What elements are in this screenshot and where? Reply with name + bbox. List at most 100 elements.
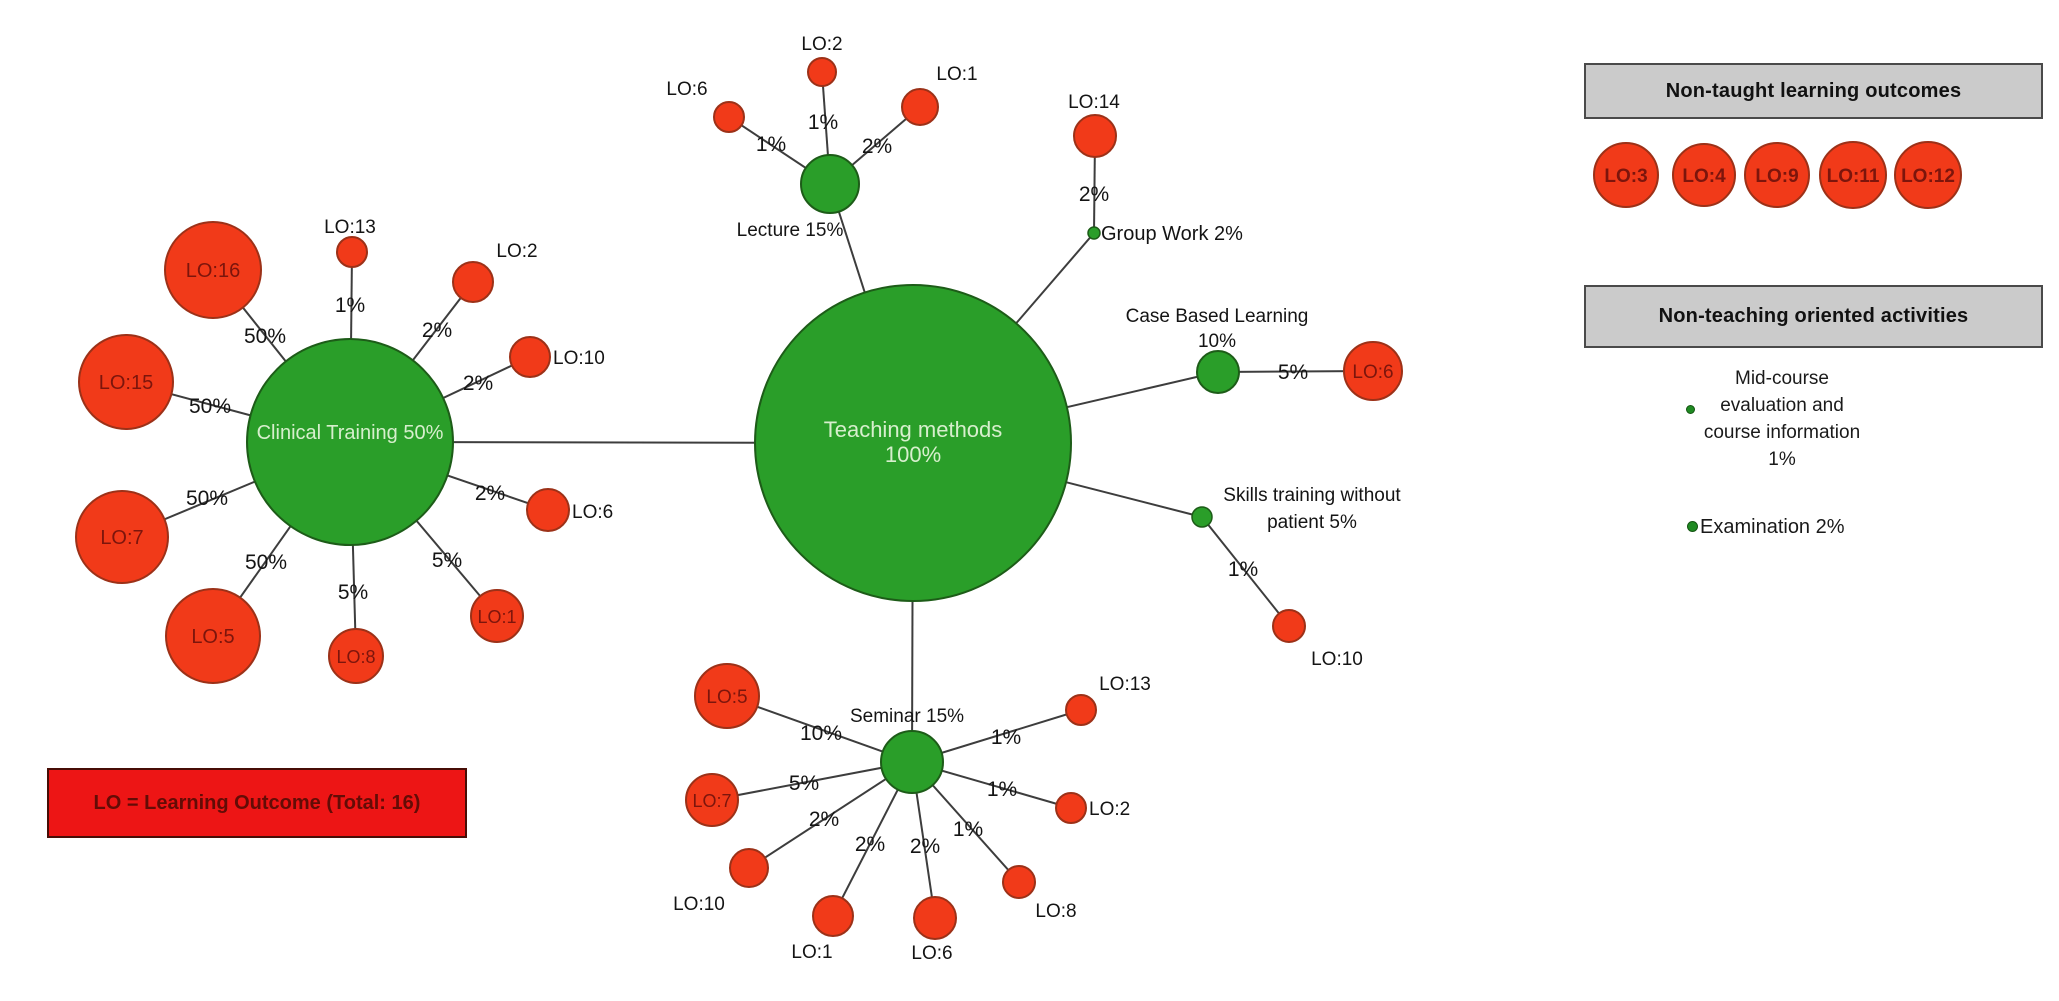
non-taught-panel-title: Non-taught learning outcomes [1665,79,1962,102]
node-np11 [1819,141,1887,209]
node-label-np4: LO:4 [1682,166,1726,187]
node-ext-label-sem13: LO:13 [1099,674,1151,695]
node-label-np9: LO:9 [1755,166,1798,187]
edge-label-ct-ct15: 50% [189,395,231,418]
node-ext-label-gw: Group Work 2% [1101,223,1243,245]
node-lec1 [901,88,939,126]
node-ext-label-sem8: LO:8 [1035,901,1076,922]
node-lec2 [807,57,837,87]
edge-label-lec-lec2: 1% [808,111,838,134]
node-ext-label-ct13: LO:13 [324,217,376,238]
node-sk10 [1272,609,1306,643]
node-ext-label-sem10: LO:10 [673,894,725,915]
edge-label-sem-sem5: 10% [800,722,842,745]
node-ct6 [526,488,570,532]
edge-label-ct-ct2: 2% [422,319,452,342]
node-gw [1087,226,1101,240]
edge-label-sem-sem2: 1% [987,778,1017,801]
legend-box: LO = Learning Outcome (Total: 16) [47,768,467,838]
node-ext-label-skills: Skills training without [1223,485,1401,506]
node-label-sem5: LO:5 [706,687,747,708]
node-label-ct1: LO:1 [477,607,516,627]
non-taught-panel-header: Non-taught learning outcomes [1584,63,2043,119]
node-ct5 [165,588,261,684]
node-np12 [1894,141,1962,209]
node-sem13 [1065,694,1097,726]
edge-label-skills-sk10: 1% [1228,558,1258,581]
node-tm [754,284,1072,602]
edge-label-sem-sem13: 1% [991,726,1021,749]
edge-label-ct-ct6: 2% [475,482,505,505]
node-ext-label-sem1: LO:1 [791,942,832,963]
node-ct2 [452,261,494,303]
legend-text: LO = Learning Outcome (Total: 16) [93,791,421,814]
node-label-ct15: LO:15 [99,372,153,394]
edge-label-ct-ct8: 5% [338,581,368,604]
examination-dot [1687,521,1698,532]
node-ct7 [75,490,169,584]
node-ext-label-skills: patient 5% [1267,512,1357,533]
node-ext-label-lec1: LO:1 [936,64,977,85]
node-ext-label-cbl: Case Based Learning [1126,306,1309,327]
node-ct10 [509,336,551,378]
mid-course-note-line: evaluation and [1720,395,1844,416]
node-ext-label-gw14: LO:14 [1068,92,1120,113]
edge-label-ct-ct16: 50% [244,325,286,348]
node-ext-label-cbl: 10% [1198,331,1236,352]
edge-label-sem-sem1: 2% [855,833,885,856]
edge-label-ct-ct1: 5% [432,549,462,572]
edge-label-cbl-cbl6: 5% [1278,361,1308,384]
edge-label-ct-ct13: 1% [335,294,365,317]
mid-course-note-line: Mid-course [1735,368,1829,389]
node-ct15 [78,334,174,430]
examination-note: Examination 2% [1700,516,1845,538]
edge-label-sem-sem8: 1% [953,818,983,841]
node-label-cbl6: LO:6 [1352,362,1393,383]
edge-label-sem-sem6: 2% [910,835,940,858]
edge-label-lec-lec6: 1% [756,133,786,156]
non-teaching-panel-title: Non-teaching oriented activities [1658,305,1969,327]
mid-course-dot [1686,405,1695,414]
edge-label-gw-gw14: 2% [1079,183,1109,206]
edge-sem-sem10 [748,761,913,869]
edge-label-ct-ct5: 50% [245,551,287,574]
node-ext-label-lec6: LO:6 [666,79,707,100]
node-sem7 [685,773,739,827]
node-label-np3: LO:3 [1604,166,1647,187]
node-ext-label-ct2: LO:2 [496,241,537,262]
edge-label-sem-sem7: 5% [789,772,819,795]
node-label-np11: LO:11 [1827,166,1880,187]
node-ct1 [470,589,524,643]
node-sem10 [729,848,769,888]
node-ct16 [164,221,262,319]
edge-label-lec-lec1: 2% [862,135,892,158]
edge-skills-sk10 [1201,516,1290,627]
node-label-ct5: LO:5 [191,626,234,648]
edge-label-ct-ct7: 50% [186,487,228,510]
node-label-ct8: LO:8 [336,647,375,667]
node-ext-label-sem: Seminar 15% [850,706,964,727]
edge-label-sem-sem10: 2% [809,808,839,831]
node-sem5 [694,663,760,729]
node-label-tm: 100% [885,442,941,467]
examination-label: Examination 2% [1700,516,1845,538]
node-gw14 [1073,114,1117,158]
node-cbl [1196,350,1240,394]
node-sem2 [1055,792,1087,824]
node-ext-label-sem6: LO:6 [911,943,952,964]
node-ext-label-sem2: LO:2 [1089,799,1130,820]
node-label-ct: Clinical Training 50% [257,422,444,444]
mid-course-note-line: course information [1703,422,1861,443]
mid-course-note: Mid-course evaluation and course informa… [1672,365,1892,473]
node-ext-label-lec2: LO:2 [801,34,842,55]
node-ext-label-ct10: LO:10 [553,348,605,369]
edge-label-ct-ct10: 2% [463,372,493,395]
node-sem1 [812,895,854,937]
node-label-ct16: LO:16 [186,260,240,282]
node-label-np12: LO:12 [1901,166,1955,187]
node-lec6 [713,101,745,133]
node-ct13 [336,236,368,268]
node-ct [246,338,454,546]
node-ct8 [328,628,384,684]
